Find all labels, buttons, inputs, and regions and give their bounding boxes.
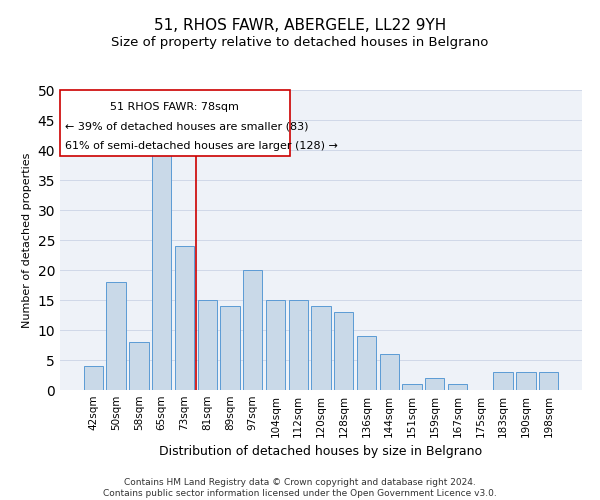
Bar bbox=[403, 384, 422, 390]
Bar bbox=[311, 306, 331, 390]
Text: 51, RHOS FAWR, ABERGELE, LL22 9YH: 51, RHOS FAWR, ABERGELE, LL22 9YH bbox=[154, 18, 446, 32]
Bar bbox=[152, 144, 172, 390]
Bar bbox=[425, 378, 445, 390]
Text: Size of property relative to detached houses in Belgrano: Size of property relative to detached ho… bbox=[112, 36, 488, 49]
Bar bbox=[448, 384, 467, 390]
Bar bbox=[197, 300, 217, 390]
Bar bbox=[266, 300, 285, 390]
Bar bbox=[380, 354, 399, 390]
Bar bbox=[106, 282, 126, 390]
X-axis label: Distribution of detached houses by size in Belgrano: Distribution of detached houses by size … bbox=[160, 446, 482, 458]
Bar bbox=[357, 336, 376, 390]
FancyBboxPatch shape bbox=[60, 90, 290, 156]
Text: 51 RHOS FAWR: 78sqm: 51 RHOS FAWR: 78sqm bbox=[110, 102, 239, 112]
Bar bbox=[220, 306, 239, 390]
Bar bbox=[289, 300, 308, 390]
Bar bbox=[493, 372, 513, 390]
Bar bbox=[334, 312, 353, 390]
Text: ← 39% of detached houses are smaller (83): ← 39% of detached houses are smaller (83… bbox=[65, 122, 309, 132]
Bar bbox=[243, 270, 262, 390]
Bar bbox=[539, 372, 558, 390]
Bar bbox=[129, 342, 149, 390]
Bar bbox=[175, 246, 194, 390]
Text: 61% of semi-detached houses are larger (128) →: 61% of semi-detached houses are larger (… bbox=[65, 141, 338, 151]
Bar bbox=[84, 366, 103, 390]
Y-axis label: Number of detached properties: Number of detached properties bbox=[22, 152, 32, 328]
Bar bbox=[516, 372, 536, 390]
Text: Contains HM Land Registry data © Crown copyright and database right 2024.
Contai: Contains HM Land Registry data © Crown c… bbox=[103, 478, 497, 498]
